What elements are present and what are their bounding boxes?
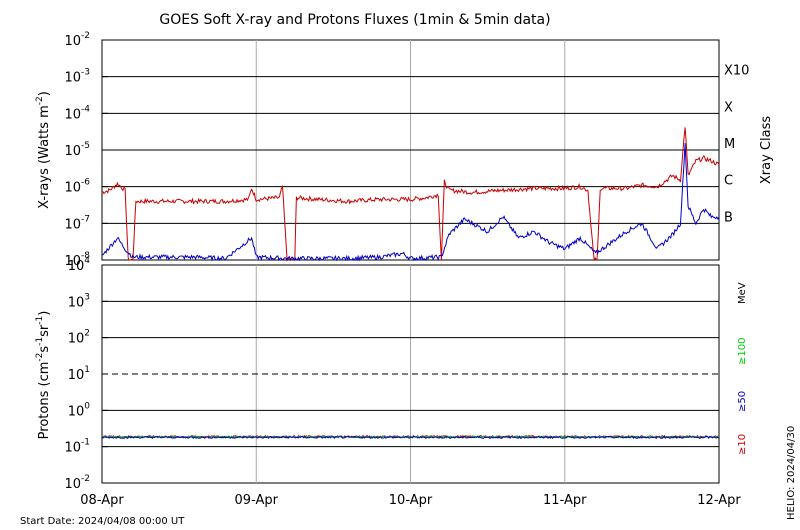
proton-energy-unit: MeV bbox=[737, 282, 748, 304]
proton-y-tick-label: 101 bbox=[68, 365, 90, 383]
xray-class-label: M bbox=[724, 137, 735, 152]
xray-y-tick-label: 10-7 bbox=[64, 214, 90, 232]
x-tick-label: 12-Apr bbox=[697, 493, 741, 508]
x-tick-label: 08-Apr bbox=[80, 493, 124, 508]
proton-y-tick-label: 102 bbox=[68, 329, 90, 347]
xray-y-tick-label: 10-6 bbox=[64, 178, 90, 196]
xray-y-tick-label: 10-3 bbox=[64, 68, 90, 86]
proton-y-tick-label: 10-1 bbox=[64, 438, 90, 456]
proton-y-tick-label: 104 bbox=[68, 256, 91, 274]
proton-y-tick-label: 100 bbox=[68, 401, 91, 419]
x-tick-label: 09-Apr bbox=[235, 493, 279, 508]
xray-class-axis-label: Xray Class bbox=[759, 116, 774, 184]
xray-y-tick-label: 10-4 bbox=[64, 104, 90, 122]
xray-class-label: C bbox=[724, 174, 733, 189]
proton-energy-channel: ≥100 bbox=[737, 338, 748, 365]
xray-y-tick-label: 10-8 bbox=[64, 251, 90, 269]
start-date-label: Start Date: 2024/04/08 00:00 UT bbox=[20, 516, 185, 527]
helio-stamp: HELIO: 2024/04/30 bbox=[786, 426, 797, 520]
xray-y-tick-label: 10-2 bbox=[64, 31, 90, 49]
proton-series-line bbox=[101, 434, 720, 439]
xray-class-label: X10 bbox=[724, 64, 749, 79]
xray-class-label: X bbox=[724, 100, 733, 115]
proton-y-axis-label: Protons (cm-2s-1sr-1) bbox=[35, 311, 52, 440]
proton-energy-channel: ≥50 bbox=[737, 391, 748, 412]
proton-y-tick-label: 103 bbox=[68, 292, 90, 310]
xray-class-label: B bbox=[724, 210, 733, 225]
xray-panel: 10-8 10-7 10-6 10-5 10-4 10-3 10-2 B C M X X10 Xra… bbox=[35, 31, 774, 269]
xray-long-series bbox=[101, 127, 720, 262]
proton-panel: 10-2 10-1 100 101 102 103 104 MeV ≥100 ≥50 ≥10 Pr… bbox=[35, 256, 748, 492]
xray-y-tick-label: 10-5 bbox=[64, 141, 90, 159]
proton-y-tick-label: 10-2 bbox=[64, 474, 90, 492]
xray-y-axis-label: X-rays (Watts m-2) bbox=[35, 91, 52, 209]
chart-title: GOES Soft X-ray and Protons Fluxes (1min… bbox=[159, 12, 550, 28]
x-tick-label: 11-Apr bbox=[543, 493, 587, 508]
xray-short-series bbox=[101, 143, 720, 262]
x-tick-label: 10-Apr bbox=[389, 493, 433, 508]
proton-series-line bbox=[101, 435, 720, 440]
proton-energy-channel: ≥10 bbox=[737, 434, 748, 455]
